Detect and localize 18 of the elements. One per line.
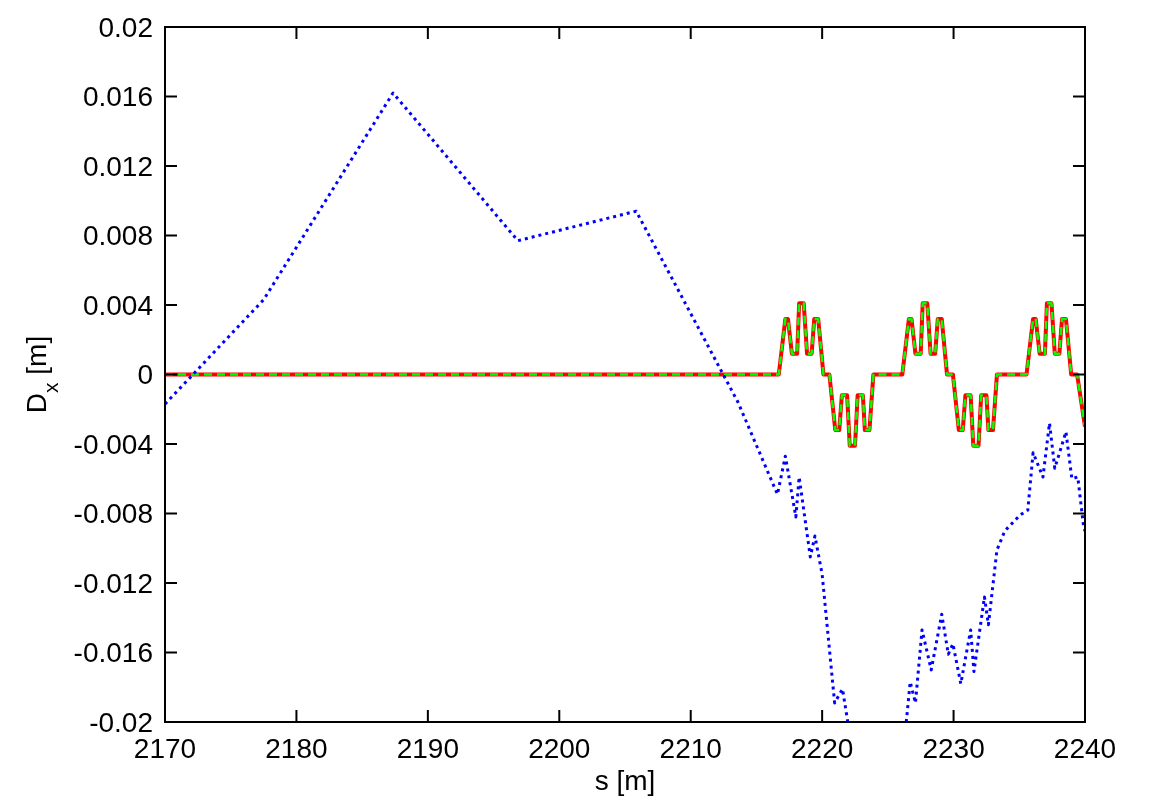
y-tick-label: -0.016 [73,637,153,669]
y-tick-label: 0.004 [82,289,153,321]
x-tick-label: 2210 [659,733,722,764]
x-tick-label: 2200 [528,733,591,764]
y-tick-label: -0.008 [73,498,153,530]
y-tick-label: 0.008 [82,220,153,252]
x-tick-label: 2220 [790,733,854,764]
y-tick-label: -0.012 [73,567,153,599]
x-tick-label: 2180 [265,733,328,764]
x-tick-label: 2230 [922,733,985,764]
y-tick-label: 0.016 [82,81,153,113]
x-tick-label: 2240 [1053,733,1117,764]
x-axis-title: s [m] [594,765,656,796]
y-tick-label: 0 [137,359,153,391]
y-tick-label: -0.004 [73,428,153,460]
x-tick-label: 2190 [396,733,460,764]
y-tick-label: 0.02 [98,11,153,43]
y-tick-label: 0.012 [82,150,153,182]
